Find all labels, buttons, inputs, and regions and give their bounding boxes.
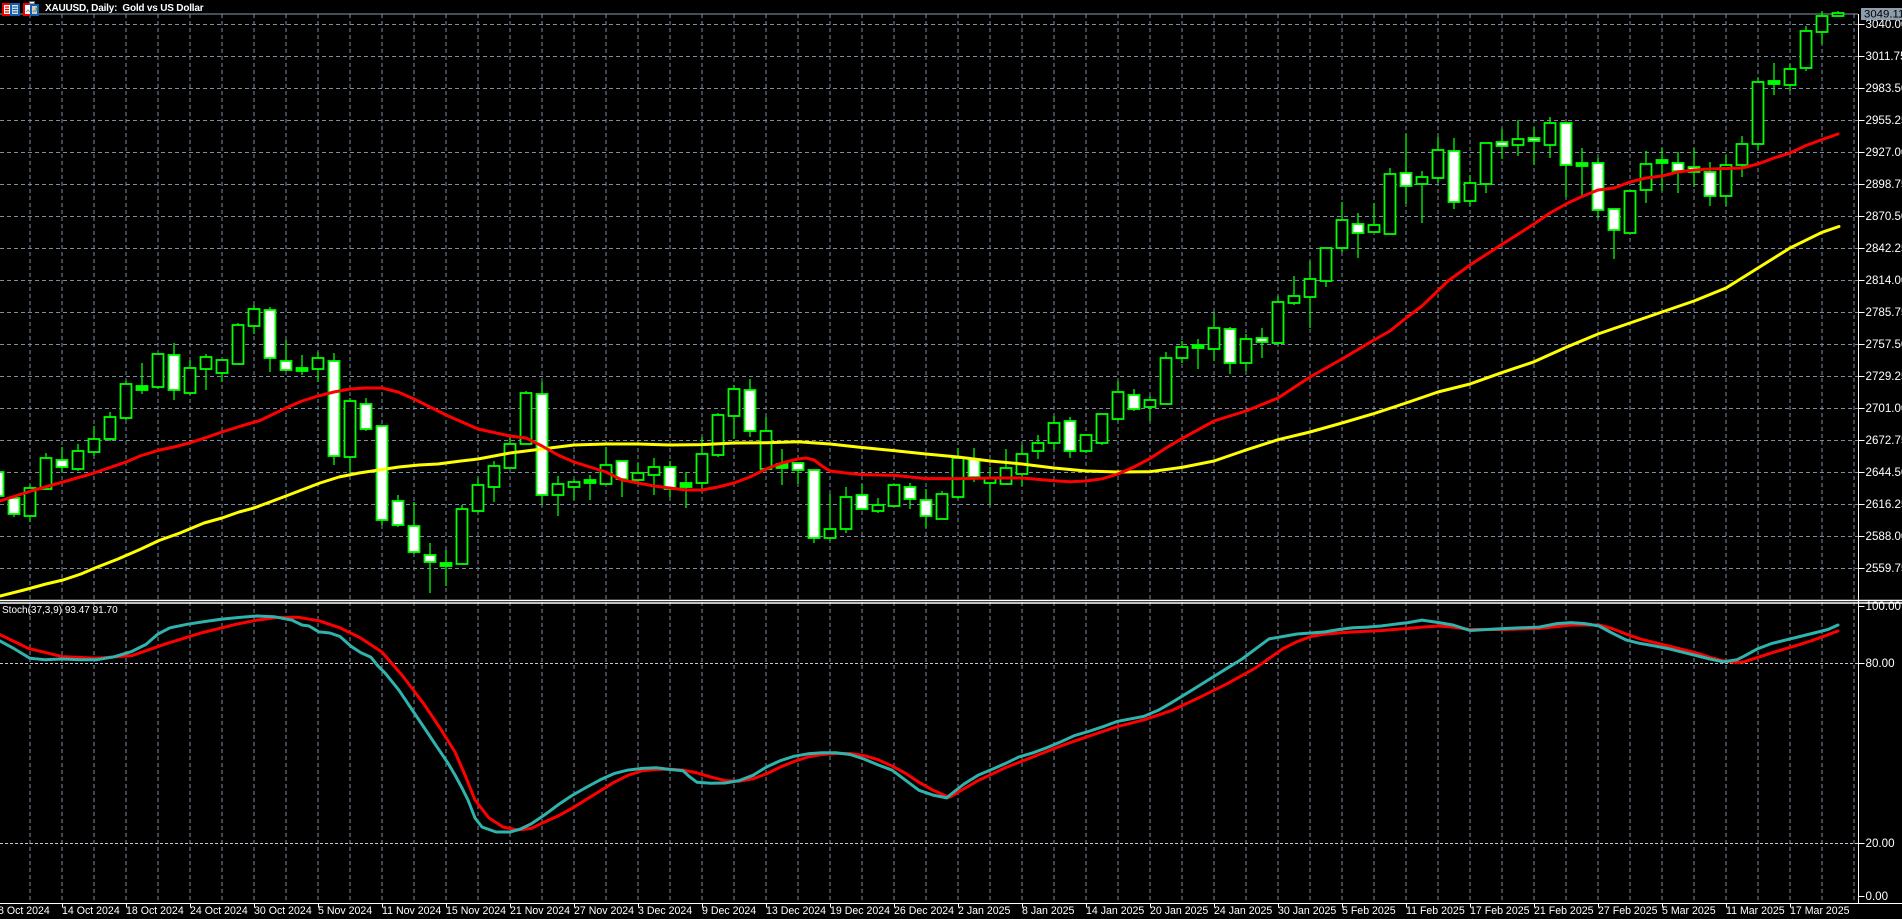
svg-text:2588.00: 2588.00 [1866, 530, 1902, 543]
svg-text:2955.25: 2955.25 [1866, 114, 1902, 127]
svg-text:24 Jan 2025: 24 Jan 2025 [1214, 905, 1272, 917]
svg-text:100.00: 100.00 [1866, 600, 1901, 613]
svg-text:13 Dec 2024: 13 Dec 2024 [766, 905, 826, 917]
svg-text:3049.11: 3049.11 [1864, 9, 1902, 21]
svg-text:2898.75: 2898.75 [1866, 178, 1902, 191]
svg-text:27 Nov 2024: 27 Nov 2024 [574, 905, 634, 917]
svg-text:2672.75: 2672.75 [1866, 434, 1902, 447]
svg-text:11 Nov 2024: 11 Nov 2024 [382, 905, 441, 917]
svg-text:8 Jan 2025: 8 Jan 2025 [1022, 905, 1075, 917]
svg-text:8 Oct 2024: 8 Oct 2024 [0, 905, 50, 917]
svg-text:20 Jan 2025: 20 Jan 2025 [1150, 905, 1208, 917]
svg-text:26 Dec 2024: 26 Dec 2024 [894, 905, 954, 917]
svg-text:2644.50: 2644.50 [1866, 466, 1902, 479]
svg-text:2757.50: 2757.50 [1866, 338, 1902, 351]
svg-text:14 Jan 2025: 14 Jan 2025 [1086, 905, 1144, 917]
svg-text:17 Mar 2025: 17 Mar 2025 [1790, 905, 1850, 917]
svg-text:2701.00: 2701.00 [1866, 402, 1902, 415]
svg-text:2983.50: 2983.50 [1866, 82, 1902, 95]
svg-text:2814.00: 2814.00 [1866, 274, 1902, 287]
svg-text:2729.25: 2729.25 [1866, 370, 1902, 383]
svg-text:30 Jan 2025: 30 Jan 2025 [1278, 905, 1336, 917]
svg-text:0.00: 0.00 [1866, 890, 1889, 903]
svg-text:2927.00: 2927.00 [1866, 146, 1902, 159]
svg-text:20.00: 20.00 [1866, 837, 1895, 850]
svg-text:27 Feb 2025: 27 Feb 2025 [1598, 905, 1658, 917]
svg-text:18 Oct 2024: 18 Oct 2024 [126, 905, 184, 917]
svg-text:30 Oct 2024: 30 Oct 2024 [254, 905, 312, 917]
svg-text:24 Oct 2024: 24 Oct 2024 [190, 905, 248, 917]
svg-text:3040.00: 3040.00 [1866, 18, 1902, 31]
svg-text:3011.75: 3011.75 [1866, 50, 1902, 63]
svg-text:14 Oct 2024: 14 Oct 2024 [62, 905, 120, 917]
svg-text:9 Dec 2024: 9 Dec 2024 [702, 905, 756, 917]
svg-text:15 Nov 2024: 15 Nov 2024 [446, 905, 506, 917]
svg-text:Stoch(37,3,9) 93.47 91.70: Stoch(37,3,9) 93.47 91.70 [2, 605, 118, 616]
svg-text:17 Feb 2025: 17 Feb 2025 [1470, 905, 1530, 917]
svg-text:2842.25: 2842.25 [1866, 242, 1902, 255]
svg-text:XAUUSD, Daily: Gold vs US Dol: XAUUSD, Daily: Gold vs US Dollar [45, 3, 204, 14]
svg-text:80.00: 80.00 [1866, 657, 1895, 670]
svg-text:2616.25: 2616.25 [1866, 498, 1902, 511]
svg-text:2870.50: 2870.50 [1866, 210, 1902, 223]
svg-text:21 Feb 2025: 21 Feb 2025 [1534, 905, 1594, 917]
svg-text:2559.75: 2559.75 [1866, 562, 1902, 575]
svg-text:11 Feb 2025: 11 Feb 2025 [1406, 905, 1465, 917]
svg-text:5 Mar 2025: 5 Mar 2025 [1662, 905, 1716, 917]
svg-text:11 Mar 2025: 11 Mar 2025 [1726, 905, 1785, 917]
svg-text:21 Nov 2024: 21 Nov 2024 [510, 905, 570, 917]
svg-text:5 Nov 2024: 5 Nov 2024 [318, 905, 372, 917]
svg-text:3 Dec 2024: 3 Dec 2024 [638, 905, 692, 917]
svg-text:5 Feb 2025: 5 Feb 2025 [1342, 905, 1396, 917]
svg-text:2 Jan 2025: 2 Jan 2025 [958, 905, 1011, 917]
svg-text:2785.75: 2785.75 [1866, 306, 1902, 319]
svg-text:19 Dec 2024: 19 Dec 2024 [830, 905, 890, 917]
